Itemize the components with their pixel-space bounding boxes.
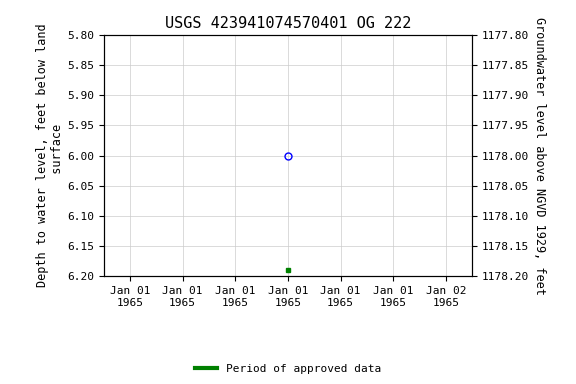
Y-axis label: Depth to water level, feet below land
  surface: Depth to water level, feet below land su… xyxy=(36,24,64,287)
Legend: Period of approved data: Period of approved data xyxy=(191,359,385,379)
Title: USGS 423941074570401 OG 222: USGS 423941074570401 OG 222 xyxy=(165,16,411,31)
Y-axis label: Groundwater level above NGVD 1929, feet: Groundwater level above NGVD 1929, feet xyxy=(533,17,546,295)
